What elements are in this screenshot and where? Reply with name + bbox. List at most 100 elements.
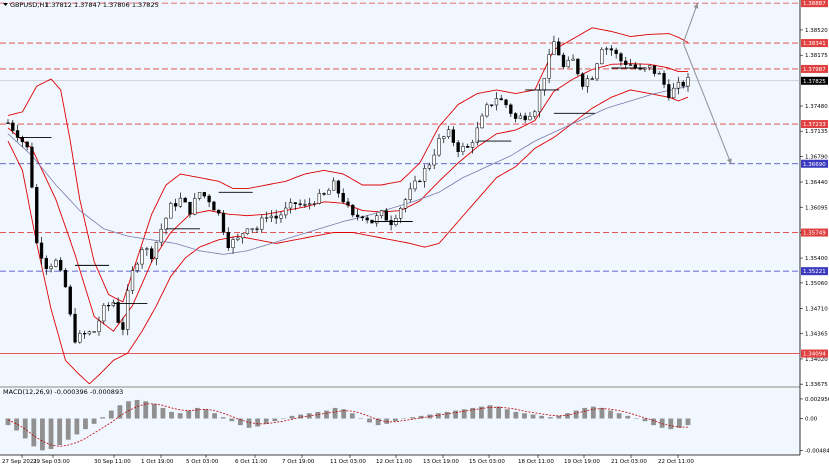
candle-body (379, 210, 384, 216)
x-tick-label: 22 Oct 11:00 (658, 459, 694, 465)
candle-body (44, 258, 48, 269)
candle-body (403, 199, 408, 209)
candle (188, 201, 192, 218)
candle (355, 209, 360, 221)
candle-body (461, 146, 465, 152)
candle-body (451, 129, 456, 143)
ohlc-values: 1.37812 1.37847 1.37806 1.37825 (45, 1, 159, 9)
macd-bar (573, 410, 579, 419)
dropdown-triangle-icon[interactable] (3, 3, 8, 6)
candle (686, 73, 690, 92)
y-tick-label: 1.36095 (805, 205, 828, 211)
macd-bar (522, 413, 527, 419)
candle (92, 331, 96, 333)
candle-body (226, 232, 230, 249)
candle-body (202, 192, 206, 197)
candle (63, 268, 68, 288)
candle-body (346, 201, 350, 206)
macd-signal-line (7, 403, 688, 447)
projection-arrows (682, 2, 732, 164)
candle (466, 143, 470, 149)
candle (49, 263, 53, 273)
candle (456, 139, 460, 158)
candle (504, 98, 508, 109)
candle (183, 197, 187, 203)
candle-body (580, 73, 585, 87)
candle-body (78, 333, 82, 343)
y-tick-label: 1.33675 (805, 382, 828, 388)
macd-bar (392, 418, 398, 422)
candle-body (236, 237, 240, 240)
candle (236, 233, 240, 242)
candle (442, 135, 446, 144)
candle-body (490, 104, 494, 106)
candle-body (63, 270, 68, 288)
macd-bar (461, 409, 467, 419)
candle-body (231, 239, 235, 249)
level-tag-bg (801, 349, 828, 358)
candle-body (245, 228, 250, 234)
macd-tick-label: 0.00 (805, 417, 818, 423)
candle-body (116, 302, 120, 323)
macd-bar (229, 418, 235, 422)
x-tick-label: 1 Oct 19:00 (141, 459, 174, 465)
candle (494, 92, 499, 111)
macd-bar (599, 407, 605, 419)
candle-body (25, 141, 29, 148)
y-tick-label: 1.36440 (805, 180, 828, 186)
candle-body (557, 41, 561, 56)
candle-body (518, 115, 523, 119)
candle (260, 214, 264, 233)
candle (375, 212, 379, 227)
candle (470, 139, 475, 154)
macd-pane[interactable] (0, 388, 800, 455)
candle (279, 211, 283, 223)
candle-body (159, 228, 163, 243)
candle (600, 47, 604, 65)
level-tag-label: 1.37987 (803, 67, 826, 73)
level-tag-bg (801, 120, 828, 129)
y-tick-label: 1.35400 (805, 256, 828, 262)
candle (490, 104, 494, 108)
candle (303, 199, 307, 208)
candle-body (221, 212, 226, 233)
main-pane[interactable] (0, 0, 800, 386)
candle-body (303, 204, 307, 206)
macd-bar (358, 418, 364, 420)
candle-body (97, 320, 101, 332)
candle-body (542, 77, 546, 91)
macd-bar (668, 418, 674, 430)
candle-body (657, 73, 661, 75)
y-tick-label: 1.35060 (805, 281, 828, 287)
macd-bar (108, 410, 114, 419)
candle (341, 188, 345, 204)
candle-body (456, 142, 460, 152)
candle-body (269, 215, 274, 218)
bb-lower-line (7, 89, 689, 385)
macd-bar (496, 406, 502, 419)
level-tag-bg (801, 159, 828, 168)
candle (552, 35, 556, 55)
candle-body (288, 202, 293, 209)
candle-body (135, 263, 139, 271)
level-tag-label: 1.35221 (803, 269, 826, 275)
candle (509, 103, 513, 117)
candle-body (566, 60, 570, 68)
candle (561, 52, 566, 69)
level-tags: 1.38887 1.38341 1.37987 1.37233 1.36690 1.357… (801, 0, 828, 358)
candle-body (604, 48, 609, 50)
macd-bar (616, 413, 622, 419)
candle (432, 148, 436, 170)
candle (140, 247, 144, 269)
macd-bar (272, 418, 278, 422)
x-tick-label: 5 Oct 03:00 (186, 459, 219, 465)
x-tick-label: 29 Sep 03:00 (33, 459, 70, 465)
candle-body (279, 214, 283, 219)
macd-bar (74, 418, 80, 435)
candle (336, 179, 341, 198)
candle (590, 76, 594, 80)
candle-body (513, 113, 518, 119)
candle-body (648, 65, 652, 69)
